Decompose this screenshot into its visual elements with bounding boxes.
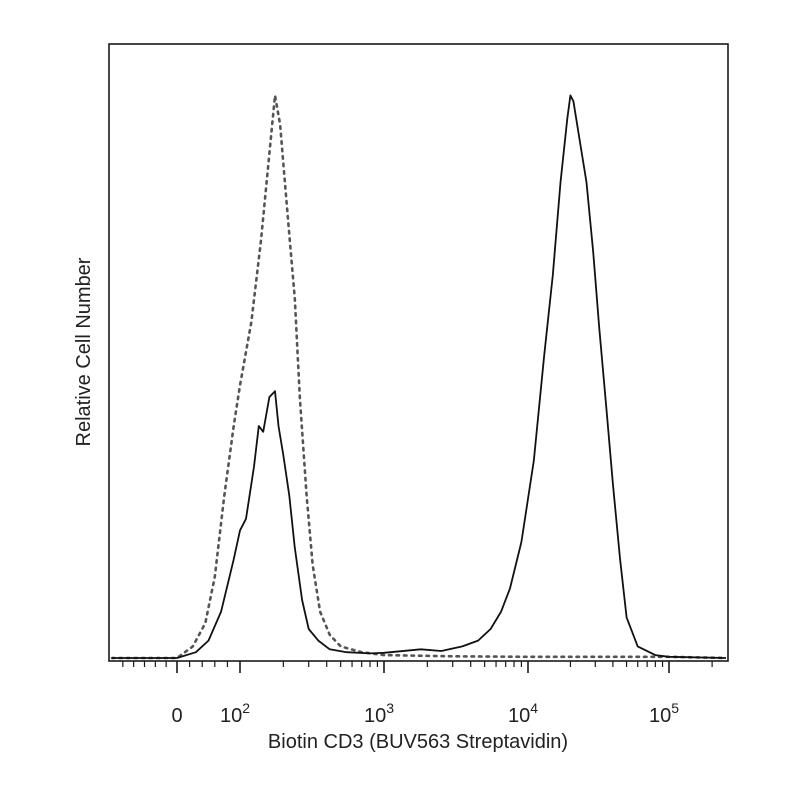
isotype-control-histogram — [110, 94, 728, 660]
x-axis-ticks — [122, 661, 713, 673]
x-tick-label: 104 — [508, 700, 538, 727]
y-axis-label: Relative Cell Number — [73, 257, 95, 446]
x-axis-label: Biotin CD3 (BUV563 Streptavidin) — [268, 731, 568, 753]
x-axis-tick-labels: 0 102 103 104 105 — [171, 700, 679, 727]
x-tick-label: 102 — [220, 700, 250, 727]
x-tick-label: 0 — [171, 705, 182, 727]
x-tick-label: 105 — [649, 700, 679, 727]
x-tick-label: 103 — [364, 700, 394, 727]
series-layer — [110, 94, 728, 660]
plot-frame — [108, 43, 729, 662]
stained-sample-histogram — [112, 94, 727, 659]
